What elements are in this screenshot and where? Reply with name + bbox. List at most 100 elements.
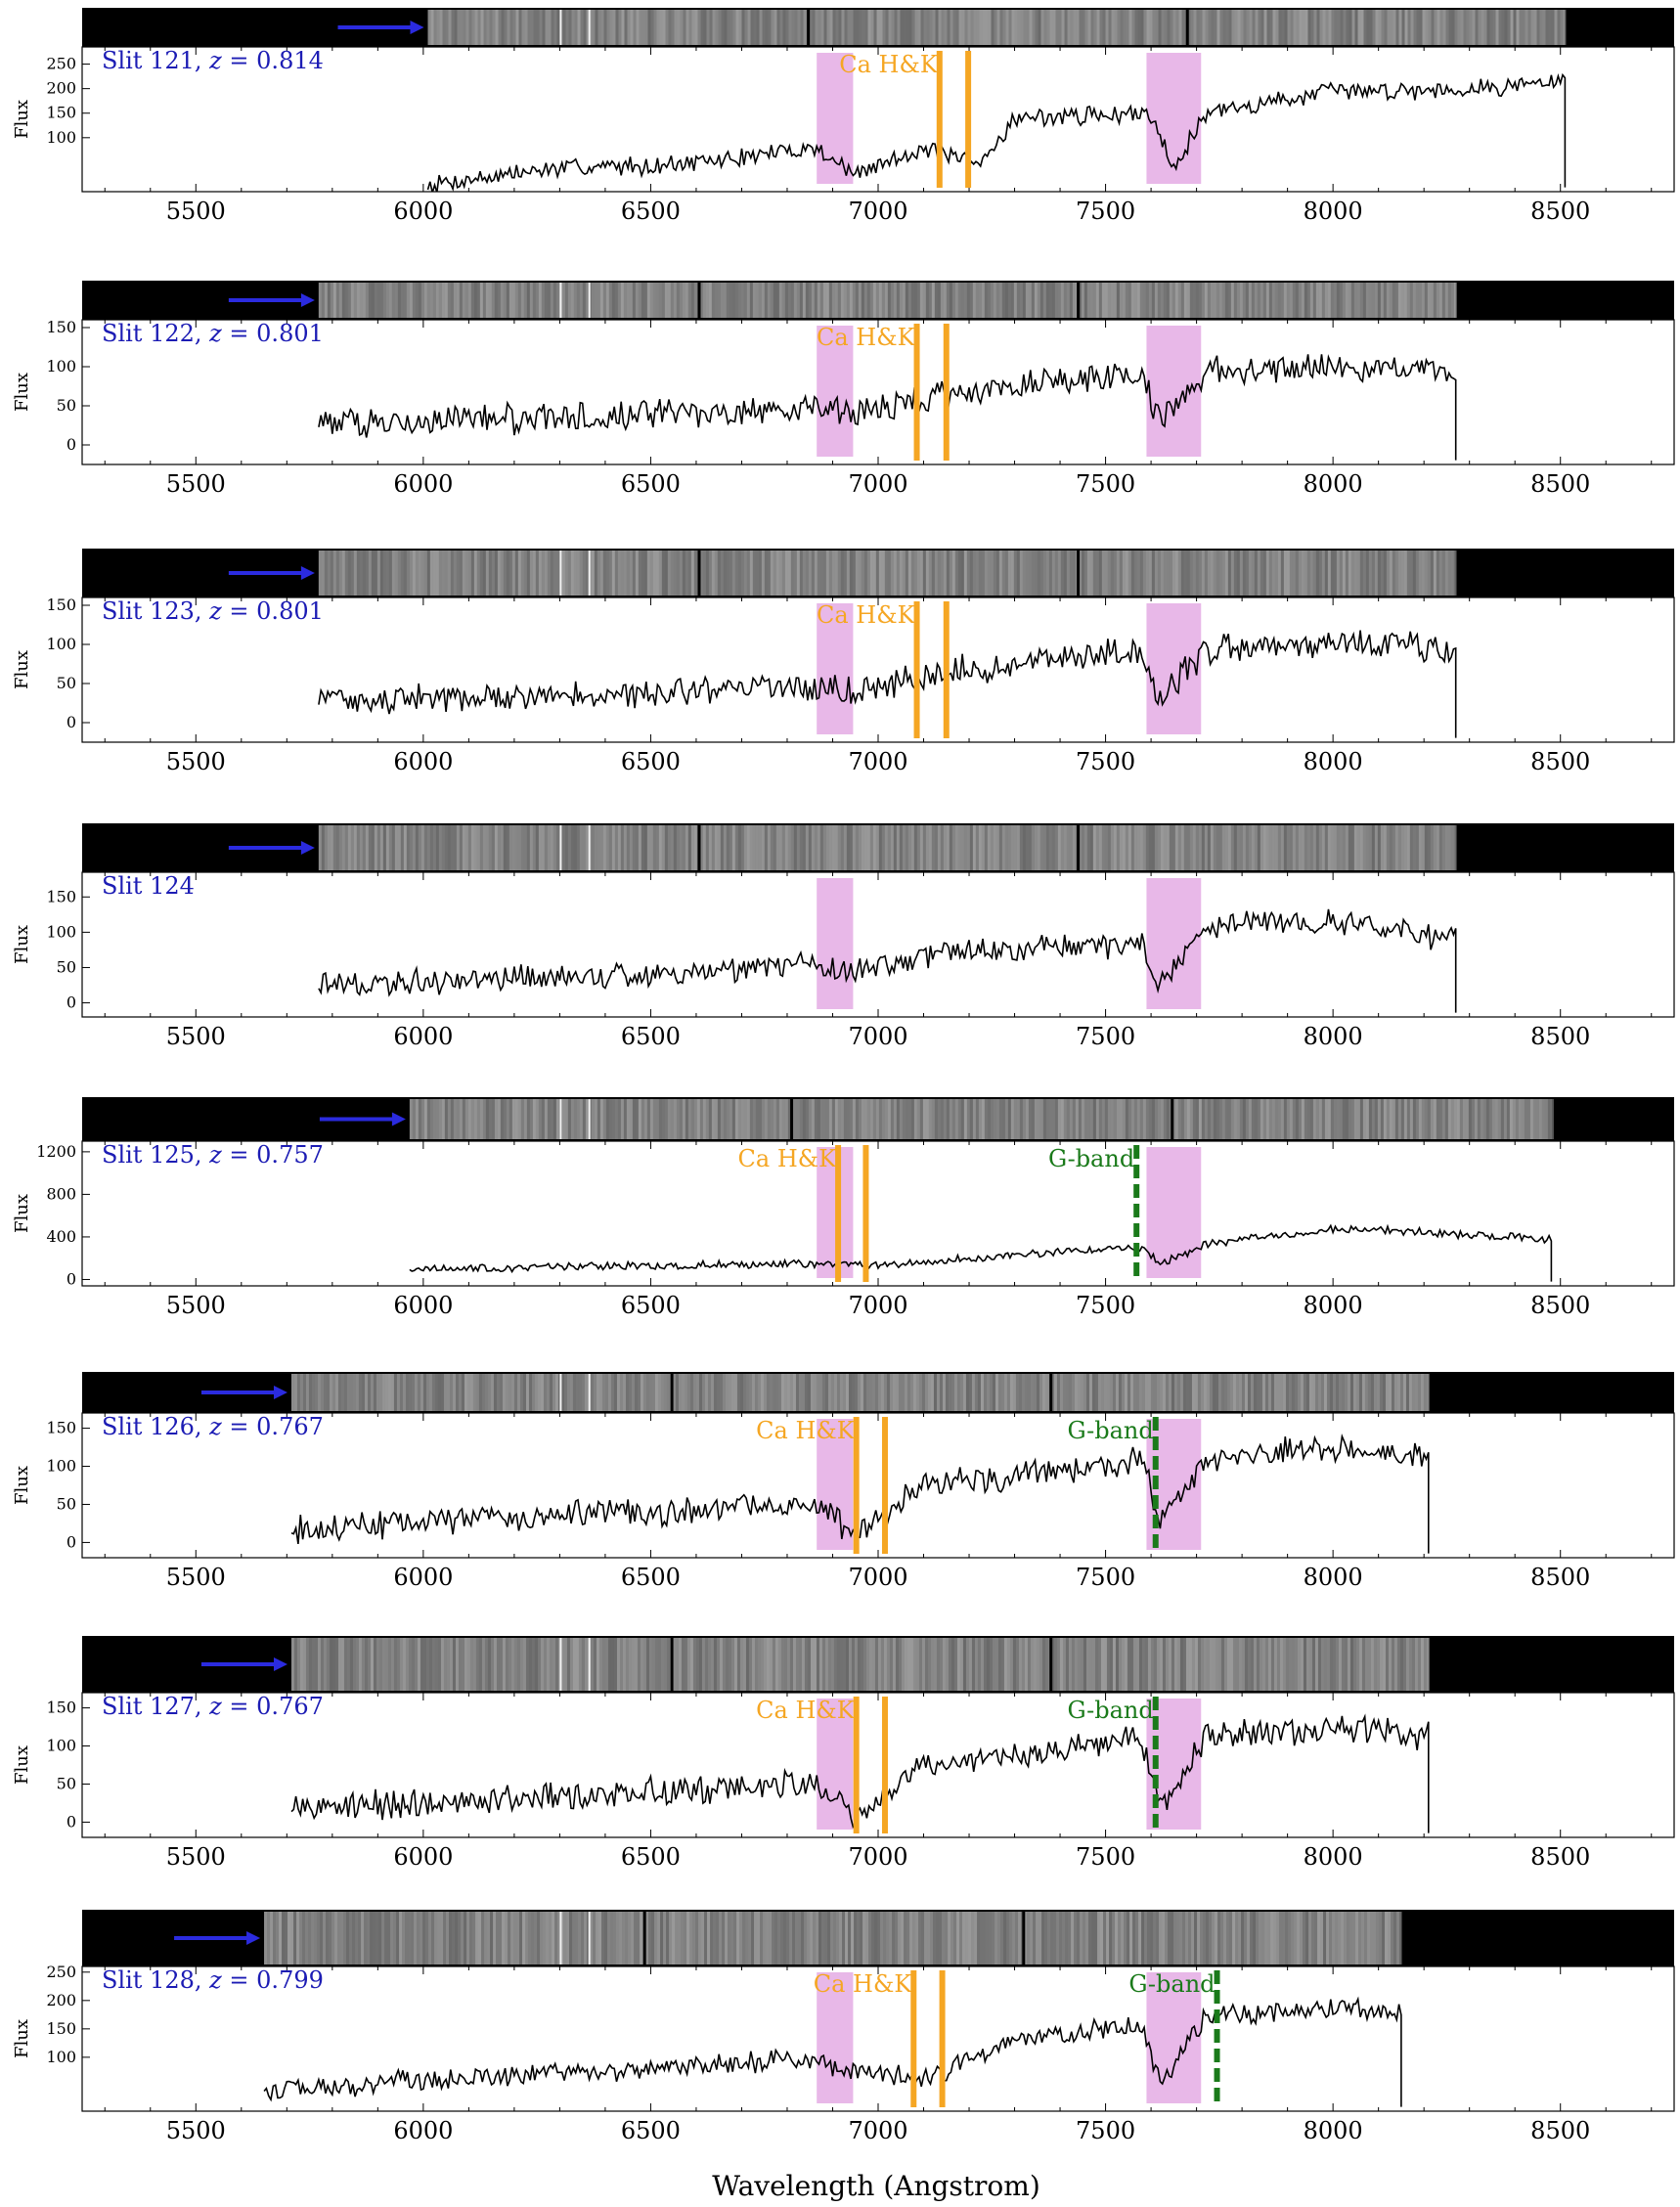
slit-image-column xyxy=(1089,1099,1093,1139)
slit-image-column xyxy=(892,1374,896,1411)
slit-image-column xyxy=(359,551,363,596)
chip-gap xyxy=(1185,8,1189,47)
slit-image-column xyxy=(865,1374,869,1411)
slit-image-column xyxy=(898,1912,902,1964)
slit-image-column xyxy=(925,1099,929,1139)
y-tick-label: 50 xyxy=(57,1774,76,1792)
slit-image-column xyxy=(907,551,911,596)
slit-image-column xyxy=(798,1638,802,1691)
slit-image-column xyxy=(332,283,336,318)
slit-image-column xyxy=(643,1099,647,1139)
slit-image-column xyxy=(1212,1638,1216,1691)
slit-image-column xyxy=(817,551,820,596)
slit-image-column xyxy=(440,1374,444,1411)
slit-image-column xyxy=(1333,1099,1337,1139)
slit-image-column xyxy=(387,1374,391,1411)
slit-image-column xyxy=(464,551,468,596)
slit-image-column xyxy=(1045,283,1049,318)
slit-image-column xyxy=(770,551,774,596)
x-tick-label: 8500 xyxy=(1530,1564,1590,1591)
slit-image-column xyxy=(1003,1638,1007,1691)
slit-image-column xyxy=(582,825,586,870)
slit-image-column xyxy=(837,283,841,318)
slit-image-column xyxy=(906,10,909,45)
slit-image-column xyxy=(341,825,345,870)
slit-image-column xyxy=(1326,1374,1330,1411)
slit-image-column xyxy=(676,283,680,318)
slit-image-column xyxy=(276,1912,280,1964)
slit-image-column xyxy=(729,825,732,870)
slit-image-column xyxy=(1509,1099,1513,1139)
slit-image-column xyxy=(942,1638,946,1691)
slit-image-column xyxy=(657,1374,661,1411)
slit-image-column xyxy=(1294,1912,1298,1964)
slit-image-column xyxy=(1288,1374,1292,1411)
slit-image-column xyxy=(378,1638,382,1691)
slit-image-column xyxy=(769,1374,773,1411)
slit-image-column xyxy=(1122,551,1126,596)
slit-image-column xyxy=(579,283,583,318)
slit-image-column xyxy=(512,10,516,45)
slit-image-column xyxy=(523,825,527,870)
telluric-band xyxy=(817,1699,854,1830)
slit-image-column xyxy=(1260,10,1264,45)
x-tick-label: 6500 xyxy=(621,470,681,498)
slit-image-column xyxy=(532,1099,536,1139)
slit-image-column xyxy=(632,1099,636,1139)
slit-image-column xyxy=(975,825,979,870)
slit-image-column xyxy=(361,1638,365,1691)
slit-image-column xyxy=(734,551,738,596)
slit-image-column xyxy=(786,1638,790,1691)
slit-image-column xyxy=(668,10,672,45)
slit-image-column xyxy=(719,1912,723,1964)
x-tick-label: 6500 xyxy=(621,1843,681,1871)
slit-image-column xyxy=(990,551,994,596)
slit-image-column xyxy=(703,10,707,45)
slit-image-column xyxy=(1083,825,1087,870)
slit-image-column xyxy=(878,283,882,318)
slit-image-column xyxy=(722,1912,726,1964)
slit-image-column xyxy=(549,1638,553,1691)
slit-image-column xyxy=(409,551,413,596)
slit-image-column xyxy=(989,1912,993,1964)
slit-image-column xyxy=(635,283,639,318)
slit-image-column xyxy=(1356,551,1360,596)
slit-image-column xyxy=(612,10,616,45)
slit-image-column xyxy=(839,1912,843,1964)
slit-image-column xyxy=(933,1374,937,1411)
slit-image-column xyxy=(1276,1912,1280,1964)
slit-image-column xyxy=(1028,1099,1032,1139)
slit-image-column xyxy=(1283,1099,1287,1139)
slit-image-column xyxy=(1195,551,1199,596)
slit-image-column xyxy=(1242,1099,1246,1139)
slit-image-column xyxy=(905,283,908,318)
slit-image-column xyxy=(1471,1099,1475,1139)
chip-gap xyxy=(670,1636,674,1693)
slit-image-column xyxy=(1350,1099,1354,1139)
slit-image-column xyxy=(1007,551,1011,596)
slit-image-column xyxy=(725,1638,729,1691)
slit-image-column xyxy=(829,10,833,45)
slit-image-column xyxy=(1362,551,1366,596)
slit-image-column xyxy=(946,1099,950,1139)
slit-image-column xyxy=(450,283,454,318)
slit-image-column xyxy=(390,1912,394,1964)
slit-image-column xyxy=(347,283,351,318)
slit-image-column xyxy=(889,1912,893,1964)
slit-image-column xyxy=(707,1638,711,1691)
slit-image-column xyxy=(629,283,633,318)
slit-image-column xyxy=(1038,10,1041,45)
slit-image-column xyxy=(1295,825,1299,870)
slit-image-column xyxy=(922,551,926,596)
slit-image-column xyxy=(852,825,856,870)
slit-image-column xyxy=(862,1374,866,1411)
slit-image-column xyxy=(1243,10,1247,45)
slit-image-column xyxy=(1116,551,1120,596)
slit-image-column xyxy=(365,551,369,596)
y-tick-label: 200 xyxy=(46,79,76,98)
slit-image-column xyxy=(1306,825,1310,870)
slit-image-column xyxy=(736,1374,740,1411)
slit-image-column xyxy=(1009,1374,1013,1411)
slit-image-column xyxy=(528,1638,532,1691)
slit-image-column xyxy=(681,1912,685,1964)
